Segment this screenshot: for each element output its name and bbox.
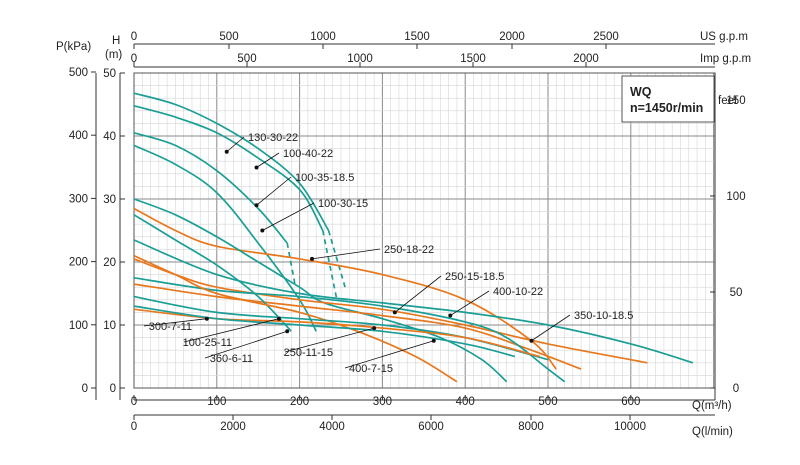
series-100-30-15-label: 100-30-15 bbox=[318, 198, 368, 210]
series-400-10-22-leader bbox=[450, 290, 490, 316]
x-main-tick-label: 500 bbox=[538, 396, 557, 408]
series-130-30-22-leader bbox=[226, 136, 245, 153]
series-400-10-22-label: 400-10-22 bbox=[493, 286, 543, 298]
series-250-11-15-leader bbox=[284, 327, 375, 353]
series-250-15-18_5-label: 250-15-18.5 bbox=[445, 271, 504, 283]
y-feet-tick-label: 100 bbox=[726, 191, 745, 203]
x-main-tick-label: 400 bbox=[456, 396, 475, 408]
y-head-label-top: H bbox=[112, 35, 120, 47]
x-lpm-tick-label: 4000 bbox=[319, 421, 345, 433]
y-pressure-label: P(kPa) bbox=[56, 41, 91, 53]
x-lpm-tick-label: 8000 bbox=[518, 421, 544, 433]
series-100-25-11-line bbox=[133, 214, 292, 332]
series-100-30-15-leader bbox=[262, 202, 315, 231]
y-feet-tick-label: 150 bbox=[726, 95, 745, 107]
x-main-tick-label: 100 bbox=[207, 396, 226, 408]
series-360-6-11-leader bbox=[204, 330, 288, 359]
x-lpm-label: Q(l/min) bbox=[692, 426, 733, 438]
x-main-tick-label: 0 bbox=[131, 396, 137, 408]
y-pressure-tick-label: 0 bbox=[82, 383, 88, 395]
x-usgpm-label: US g.p.m bbox=[700, 31, 748, 43]
x-lpm-tick-label: 6000 bbox=[418, 421, 444, 433]
series-250-11-15-line bbox=[133, 254, 458, 383]
y-head-label-unit: (m) bbox=[105, 49, 122, 61]
x-impgpm-tick-label: 2000 bbox=[573, 53, 599, 65]
series-100-35-18_5-label: 100-35-18.5 bbox=[295, 172, 354, 184]
series-100-25-11-label: 100-25-11 bbox=[183, 337, 232, 349]
y-feet-tick-label: 0 bbox=[733, 383, 739, 395]
x-usgpm-tick-label: 0 bbox=[131, 31, 137, 43]
y-head-tick-label: 30 bbox=[103, 194, 116, 206]
y-feet-label: feet bbox=[718, 95, 738, 107]
x-impgpm-tick-label: 1500 bbox=[460, 53, 486, 65]
series-100-40-22-leader bbox=[256, 152, 280, 168]
series-100-35-18_5-dashed bbox=[286, 242, 297, 288]
series-400-10-22-line bbox=[133, 239, 694, 364]
x-main-tick-label: 200 bbox=[290, 396, 309, 408]
series-250-11-15-label: 250-11-15 bbox=[284, 347, 333, 359]
x-impgpm-tick-label: 1000 bbox=[347, 53, 373, 65]
series-100-35-18_5-line bbox=[133, 131, 288, 244]
series-250-18-22-leader bbox=[311, 248, 381, 260]
series-360-6-11-label: 360-6-11 bbox=[210, 353, 253, 365]
label-layer: 130-30-22 100-40-22 100-35-18.5 100-30-15 25… bbox=[143, 132, 633, 375]
series-100-30-15-line bbox=[133, 144, 317, 332]
series-100-35-18_5-leader bbox=[256, 176, 292, 206]
series-130-30-22-line bbox=[133, 92, 330, 231]
legend-box bbox=[621, 75, 715, 123]
chart-subtitle: n=1450r/min bbox=[630, 101, 703, 115]
y-pressure-tick-label: 300 bbox=[69, 193, 88, 205]
x-lpm-tick-label: 0 bbox=[131, 421, 137, 433]
x-main-tick-label: 600 bbox=[621, 396, 640, 408]
y-head-tick-label: 0 bbox=[110, 383, 116, 395]
x-usgpm-tick-label: 1000 bbox=[310, 31, 336, 43]
x-impgpm-tick-label: 0 bbox=[131, 53, 137, 65]
x-usgpm-tick-label: 500 bbox=[219, 31, 238, 43]
series-300-7-11-line bbox=[133, 283, 582, 370]
y-head-tick-label: 50 bbox=[103, 68, 116, 80]
x-lpm-tick-label: 10000 bbox=[614, 421, 646, 433]
x-impgpm-label: Imp g.p.m bbox=[700, 53, 751, 65]
y-pressure-tick-label: 500 bbox=[69, 67, 88, 79]
y-head-tick-label: 20 bbox=[103, 257, 116, 269]
y-pressure-tick-label: 400 bbox=[69, 130, 88, 142]
series-250-18-22-label: 250-18-22 bbox=[384, 244, 434, 256]
y-pressure-tick-label: 100 bbox=[69, 320, 88, 332]
x-lpm-tick-label: 2000 bbox=[220, 421, 246, 433]
series-100-40-22-line bbox=[133, 104, 324, 231]
series-100-40-22-dashed bbox=[321, 230, 338, 300]
x-main-label: Q(m³/h) bbox=[692, 400, 732, 412]
series-400-7-15-leader bbox=[344, 340, 434, 369]
y-head-tick-label: 40 bbox=[103, 131, 116, 143]
series-400-7-15-label: 400-7-15 bbox=[349, 363, 393, 375]
series-small-teal-line bbox=[133, 305, 516, 358]
chart-title: WQ bbox=[630, 85, 652, 99]
series-300-7-11-label: 300-7-11 bbox=[149, 321, 192, 333]
y-feet-tick-label: 50 bbox=[730, 287, 743, 299]
series-300-7-11-leader bbox=[143, 318, 207, 327]
y-head-tick-label: 10 bbox=[103, 320, 116, 332]
series-350-10-18_5-line bbox=[133, 258, 648, 364]
x-impgpm-tick-label: 500 bbox=[237, 53, 256, 65]
series-100-25-11-leader bbox=[183, 318, 279, 343]
series-350-10-18_5-label: 350-10-18.5 bbox=[574, 310, 633, 322]
x-usgpm-tick-label: 2000 bbox=[499, 31, 525, 43]
series-130-30-22-label: 130-30-22 bbox=[248, 132, 298, 144]
series-100-40-22-label: 100-40-22 bbox=[283, 148, 333, 160]
x-usgpm-tick-label: 1500 bbox=[404, 31, 430, 43]
series-250-18-22-line bbox=[133, 207, 557, 370]
series-130-30-22-dashed bbox=[327, 230, 346, 288]
series-250-15-18_5-leader bbox=[394, 275, 442, 313]
x-usgpm-tick-label: 2500 bbox=[593, 31, 619, 43]
y-pressure-tick-label: 200 bbox=[69, 257, 88, 269]
x-main-tick-label: 300 bbox=[373, 396, 392, 408]
series-350-10-18_5-leader bbox=[531, 314, 571, 342]
